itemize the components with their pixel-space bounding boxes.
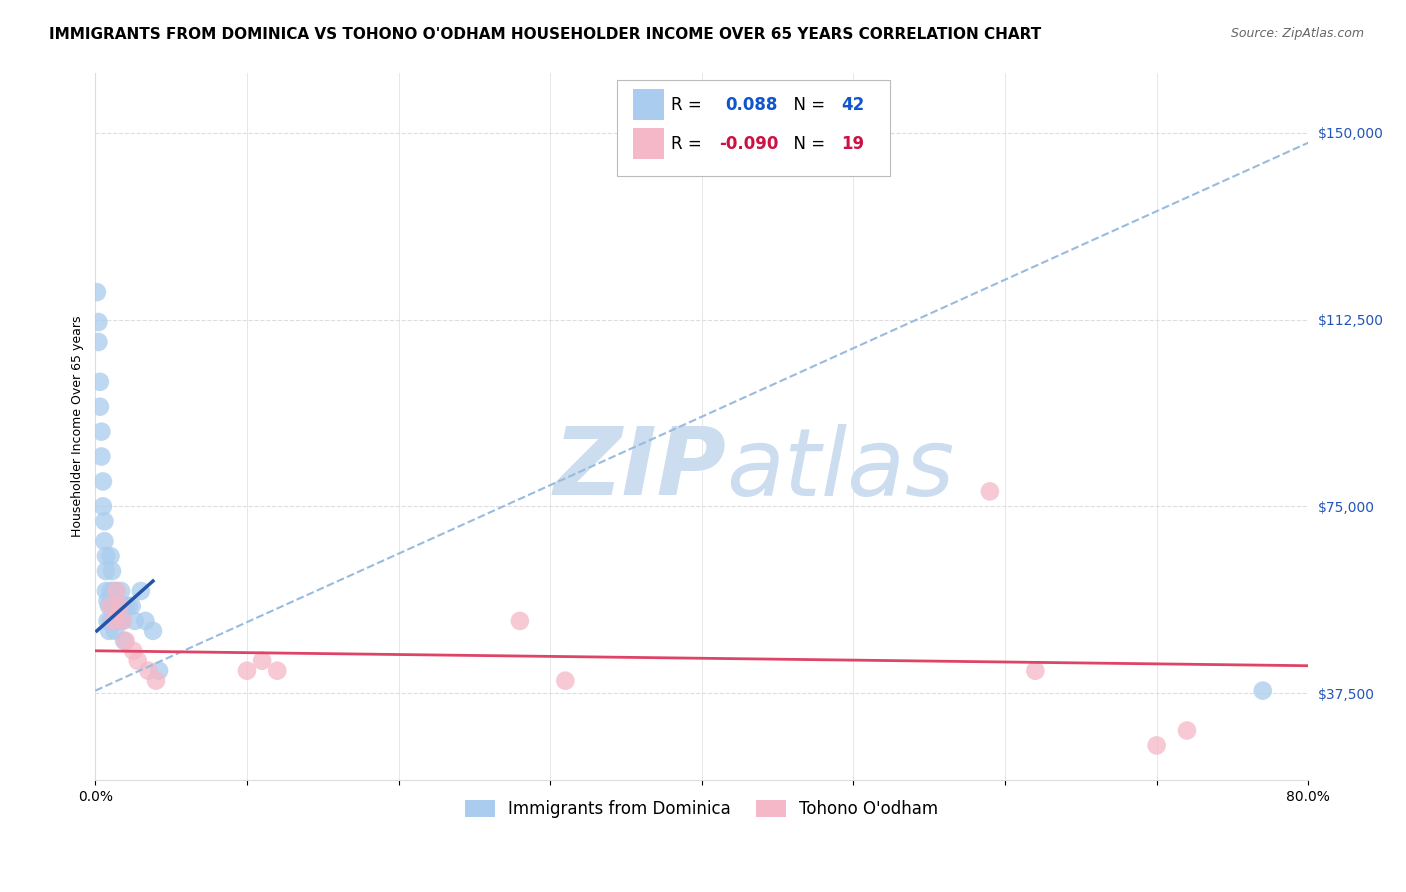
Text: ZIP: ZIP (553, 423, 725, 515)
Text: N =: N = (783, 135, 831, 153)
Point (100, 584, 122, 599)
Point (1251, 683, 1274, 698)
Text: atlas: atlas (725, 424, 955, 515)
Point (138, 664, 160, 678)
Point (145, 673, 167, 688)
Point (108, 599, 131, 613)
Point (111, 614, 134, 628)
Point (1146, 739, 1168, 753)
Point (91, 500, 114, 514)
Point (266, 664, 288, 678)
Point (127, 654, 149, 668)
Point (103, 584, 125, 599)
Point (979, 484, 1001, 499)
Point (98, 599, 121, 613)
Point (124, 614, 146, 628)
Y-axis label: Householder Income Over 65 years: Householder Income Over 65 years (72, 316, 84, 537)
Point (111, 614, 134, 628)
Point (104, 599, 127, 613)
Text: R =: R = (672, 95, 713, 114)
Text: Source: ZipAtlas.com: Source: ZipAtlas.com (1230, 27, 1364, 40)
Point (108, 599, 131, 613)
Point (250, 654, 273, 668)
Point (148, 664, 170, 678)
Point (107, 614, 129, 628)
Point (142, 624, 165, 638)
Text: -0.090: -0.090 (718, 135, 778, 153)
Point (118, 599, 141, 613)
Point (94, 584, 117, 599)
Point (112, 633, 135, 648)
Text: 0.088: 0.088 (725, 95, 778, 114)
Point (509, 614, 531, 628)
Point (129, 584, 152, 599)
Legend: Immigrants from Dominica, Tohono O'odham: Immigrants from Dominica, Tohono O'odham (458, 794, 945, 825)
Point (86, 285, 108, 300)
Point (554, 673, 576, 688)
Point (114, 599, 136, 613)
Point (96, 594, 118, 608)
Point (110, 584, 132, 599)
Point (122, 644, 145, 658)
Point (1175, 723, 1198, 738)
Point (105, 584, 128, 599)
Point (100, 614, 122, 628)
Text: IMMIGRANTS FROM DOMINICA VS TOHONO O'ODHAM HOUSEHOLDER INCOME OVER 65 YEARS CORR: IMMIGRANTS FROM DOMINICA VS TOHONO O'ODH… (49, 27, 1042, 42)
FancyBboxPatch shape (617, 80, 890, 176)
Point (100, 599, 122, 613)
Point (90, 450, 112, 464)
Point (93, 514, 115, 528)
Text: 19: 19 (841, 135, 865, 153)
FancyBboxPatch shape (633, 89, 664, 120)
Point (94, 549, 117, 563)
Point (236, 664, 259, 678)
Point (87, 315, 110, 329)
Point (114, 633, 136, 648)
Text: R =: R = (672, 135, 707, 153)
Point (91, 475, 114, 489)
FancyBboxPatch shape (633, 128, 664, 160)
Point (105, 584, 128, 599)
Point (121, 599, 143, 613)
Point (100, 549, 122, 563)
Point (89, 400, 111, 414)
Point (96, 614, 118, 628)
Point (103, 614, 125, 628)
Text: 42: 42 (841, 95, 865, 114)
Point (1024, 664, 1046, 678)
Point (98, 624, 121, 638)
Point (93, 534, 115, 549)
Point (90, 425, 112, 439)
Point (104, 624, 127, 638)
Point (134, 614, 156, 628)
Point (103, 614, 125, 628)
Point (101, 564, 124, 578)
Point (87, 334, 110, 349)
Point (89, 375, 111, 389)
Point (101, 599, 124, 613)
Text: N =: N = (783, 95, 831, 114)
Point (94, 564, 117, 578)
